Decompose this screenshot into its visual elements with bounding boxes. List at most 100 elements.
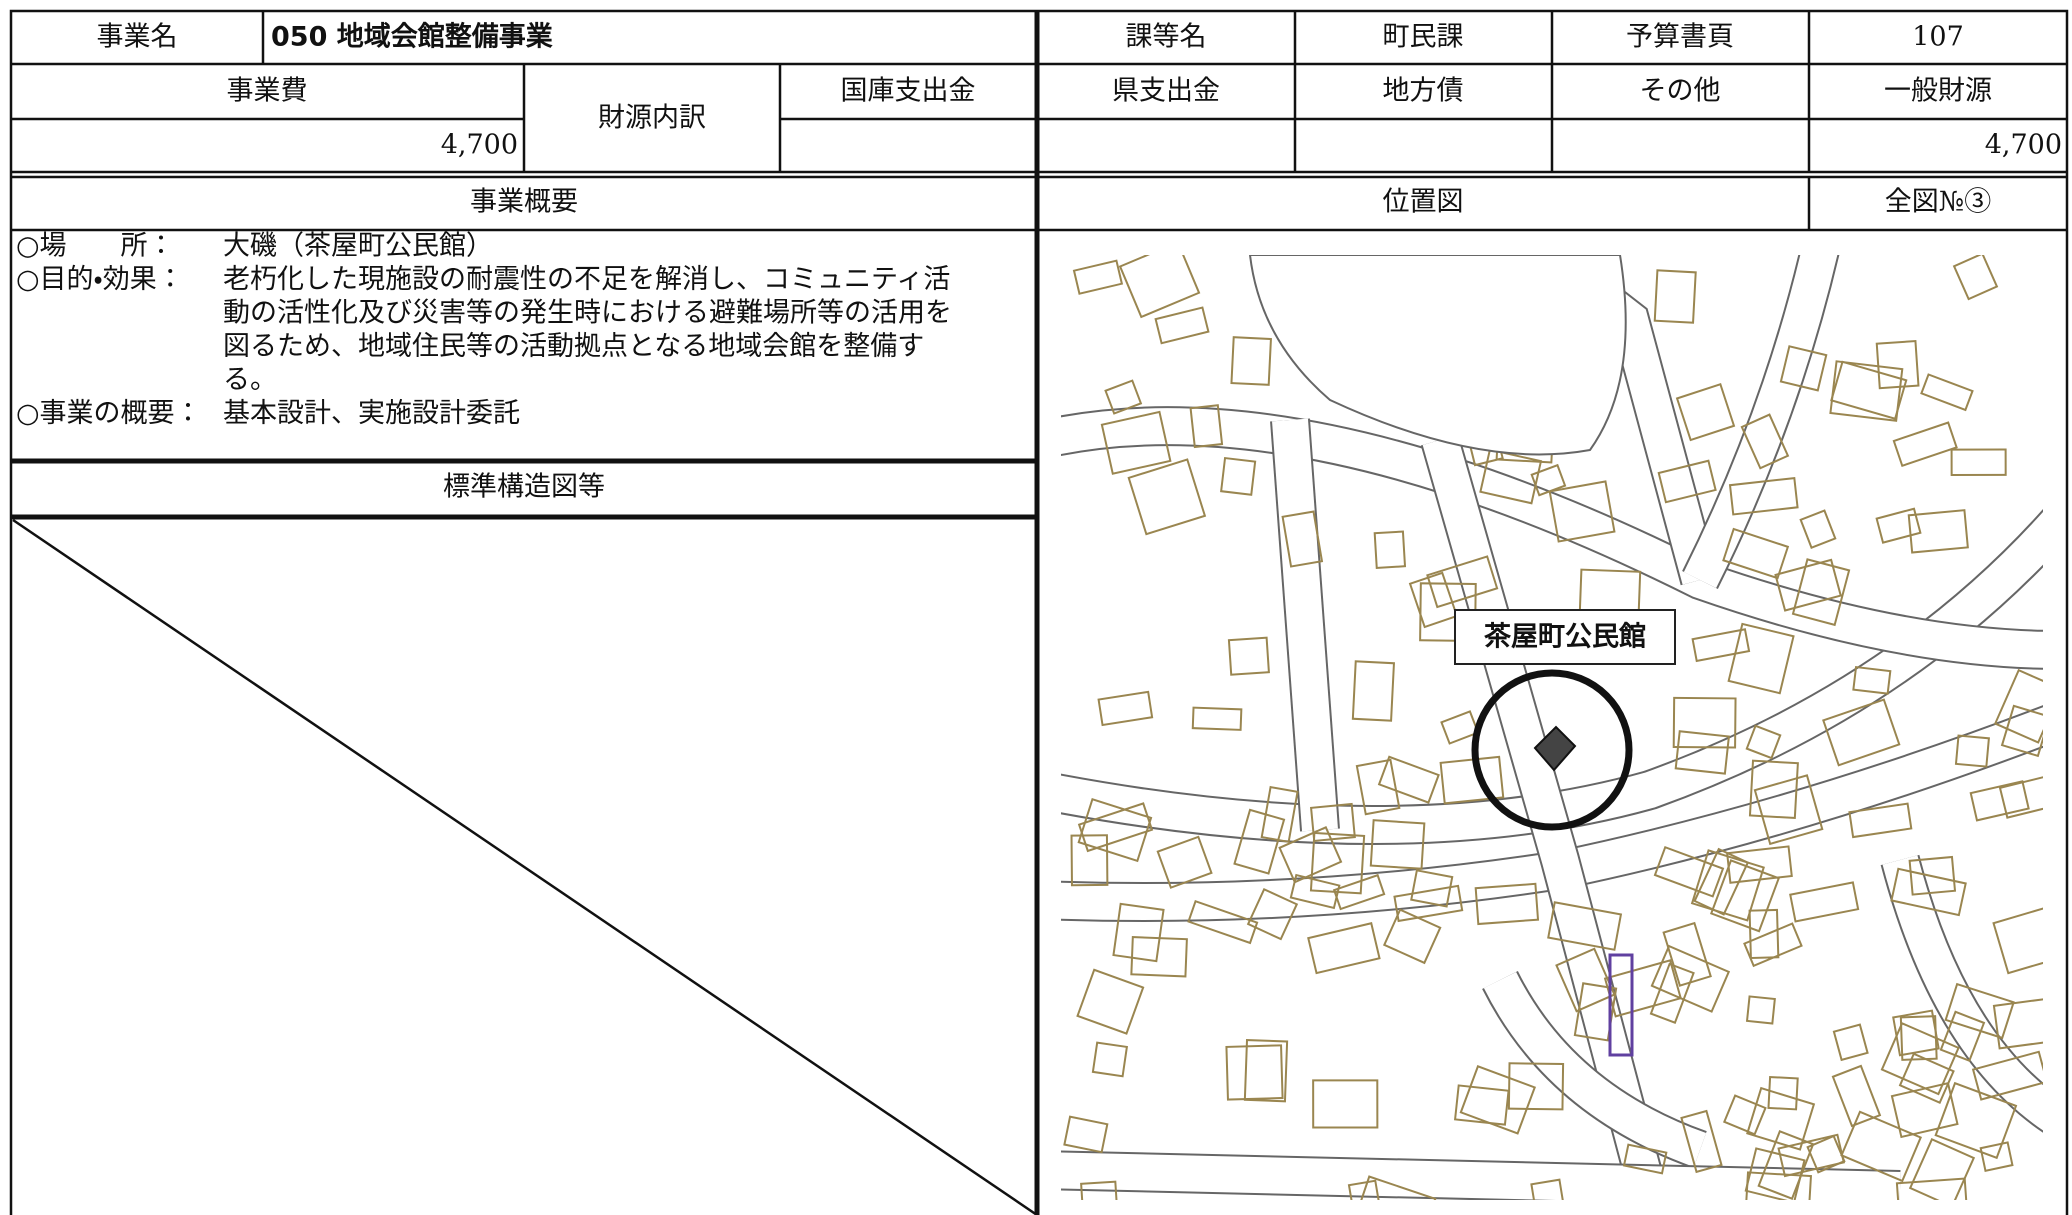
funding-column: 国庫支出金 [841,76,976,107]
overview-line: 動の活性化及び災害等の発生時における避難場所等の活用を [223,298,952,329]
building [1278,826,1343,884]
building [1347,1179,1381,1200]
location-title: 位置図 [1383,187,1464,218]
dept: 町民課 [1383,22,1464,53]
building [1920,373,1974,412]
building [1748,908,1780,960]
building [1875,340,1920,390]
building [1377,755,1440,804]
building [1830,360,1908,420]
overview-label: ○場 所： [16,231,175,262]
building [1440,710,1480,745]
building [1189,404,1224,449]
road [1483,971,1707,1167]
general-fund-value: 4,700 [1985,130,2062,161]
building [1080,1180,1120,1200]
building [1410,869,1454,908]
building [1657,459,1717,504]
cost-label: 事業費 [227,76,308,107]
building [1753,774,1824,846]
building [1653,845,1725,898]
building [1573,982,1618,1042]
overview-label: ○事業の概要： [16,398,202,429]
building [1100,410,1172,475]
building [1944,982,2015,1040]
building [1548,480,1616,543]
building [1908,855,1957,896]
building [1353,1175,1437,1200]
dept-label: 課等名 [1126,22,1207,53]
location-map [1061,255,2043,1200]
building [1351,660,1396,722]
building [1998,773,2043,819]
building [1971,1050,2043,1101]
building [1260,785,1299,844]
facility-label-box [1608,953,1634,1057]
building [1950,448,2007,476]
building [1675,383,1736,442]
building [1740,413,1790,470]
building [1220,456,1257,496]
building [1622,1143,1668,1175]
building [1076,968,1145,1035]
building [1439,755,1505,805]
overview-line: 基本設計、実施設計委託 [223,398,520,429]
overview-line: る。 [223,365,277,396]
building [1743,922,1803,968]
building [1118,255,1201,319]
facility-mark [1533,725,1577,772]
building [1993,668,2043,744]
marker-label: 茶屋町公民館 [1484,622,1646,653]
building [1723,1094,1767,1136]
map-ref: 全図№③ [1885,187,1992,218]
table-lines [9,9,2069,1215]
building [1934,1081,2018,1160]
building [1307,922,1381,975]
building [1899,1015,1938,1061]
building [1507,1062,1565,1111]
building [1848,802,1913,839]
building [1680,1109,1723,1174]
building [1662,921,1712,987]
building [1225,1044,1284,1101]
road [1422,435,1668,1200]
road [1272,418,1338,832]
building [1369,819,1426,870]
overview-title: 事業概要 [470,187,578,218]
building [1895,1177,1970,1200]
building [1709,859,1781,933]
overview-label: ○目的・効果： [16,264,184,295]
building [1767,1075,1799,1111]
building [1757,1129,1815,1200]
location-circle [1471,669,1633,831]
funding-column: その他 [1640,76,1721,107]
building [1063,1115,1109,1154]
overview-line: 大磯（茶屋町公民館） [223,231,493,262]
building [1852,665,1892,695]
building [1408,571,1459,629]
building [1746,1086,1816,1151]
building [1890,867,1967,917]
building [1312,1079,1379,1129]
building [1649,962,1695,1024]
building [1789,881,1860,923]
building [1799,509,1837,549]
building [1831,1064,1882,1128]
page-label: 予算書頁 [1626,22,1734,53]
overview-line: 老朽化した現施設の耐震性の不足を解消し、コミュニティ活 [223,264,950,295]
building [1091,1041,1129,1078]
building [1774,558,1842,612]
building [1674,730,1730,775]
building [1875,507,1922,544]
page-number: 107 [1912,22,1964,53]
building [1806,1134,1846,1174]
building [1748,759,1799,820]
building [1104,379,1143,415]
building [1332,873,1386,911]
building [1727,622,1795,695]
building [1547,901,1623,951]
road [1882,855,2043,1131]
cost-value: 4,700 [441,130,518,161]
building [1393,884,1464,923]
